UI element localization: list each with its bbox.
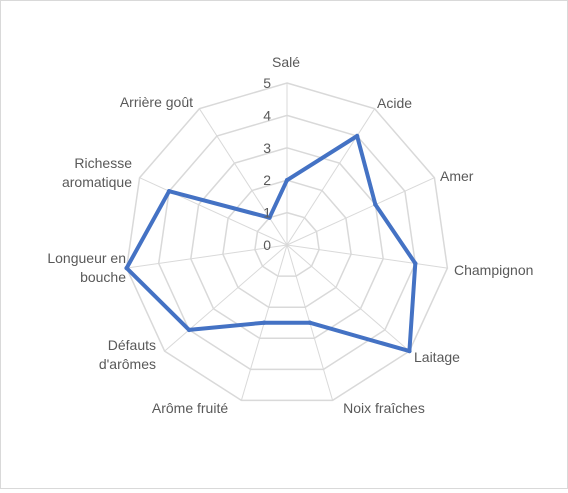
grid-spoke-8 bbox=[126, 244, 288, 269]
grid-ring-2 bbox=[222, 179, 352, 308]
category-label-sale: Salé bbox=[272, 54, 300, 70]
category-label-acide: Acide bbox=[377, 95, 412, 111]
radial-tick-labels: 0 1 2 3 4 5 bbox=[263, 75, 271, 253]
tick-label-4: 4 bbox=[263, 107, 271, 123]
grid-spoke-4 bbox=[286, 244, 410, 352]
data-point-9 bbox=[166, 189, 172, 194]
category-label-noix-fraiches: Noix fraîches bbox=[343, 400, 425, 416]
series-layer bbox=[124, 133, 418, 354]
data-point-4 bbox=[407, 348, 412, 354]
grid-spoke-2 bbox=[286, 177, 435, 246]
data-point-1 bbox=[354, 133, 360, 139]
tick-label-3: 3 bbox=[263, 140, 271, 156]
data-point-10 bbox=[267, 215, 272, 220]
category-labels: Salé Acide Amer Champignon Laitage Noix … bbox=[47, 54, 533, 416]
category-label-defauts-aromes: Défauts d'arômes bbox=[99, 337, 156, 372]
data-point-0 bbox=[284, 178, 290, 183]
series-line-0 bbox=[124, 134, 418, 354]
tick-label-5: 5 bbox=[263, 75, 271, 91]
grid-spoke-1 bbox=[286, 108, 376, 246]
data-point-3 bbox=[413, 261, 418, 266]
data-point-2 bbox=[373, 202, 378, 207]
data-point-6 bbox=[262, 320, 267, 325]
category-label-longueur-en-bouche: Longueur en bouche bbox=[47, 250, 126, 285]
category-label-arome-fruite: Arôme fruité bbox=[152, 400, 228, 416]
tick-label-2: 2 bbox=[263, 172, 271, 188]
category-label-arriere-gout: Arrière goût bbox=[120, 94, 193, 110]
category-label-amer: Amer bbox=[440, 168, 474, 184]
grid-ring-4 bbox=[157, 114, 417, 371]
tick-label-1: 1 bbox=[263, 205, 271, 221]
grid-ring-1 bbox=[254, 211, 320, 277]
tick-label-0: 0 bbox=[263, 237, 271, 253]
category-label-champignon: Champignon bbox=[454, 262, 533, 278]
data-point-7 bbox=[186, 327, 192, 333]
grid-spoke-7 bbox=[164, 244, 288, 352]
grid-ring-3 bbox=[190, 147, 384, 340]
radar-grid bbox=[125, 82, 449, 402]
category-label-richesse-aromatique: Richesse aromatique bbox=[62, 155, 132, 190]
category-label-laitage: Laitage bbox=[414, 349, 460, 365]
grid-spoke-3 bbox=[286, 244, 448, 269]
data-point-8 bbox=[124, 265, 129, 271]
grid-spoke-10 bbox=[198, 108, 288, 246]
grid-ring-5 bbox=[125, 82, 449, 402]
data-point-5 bbox=[307, 320, 312, 325]
grid-spoke-9 bbox=[139, 177, 288, 246]
